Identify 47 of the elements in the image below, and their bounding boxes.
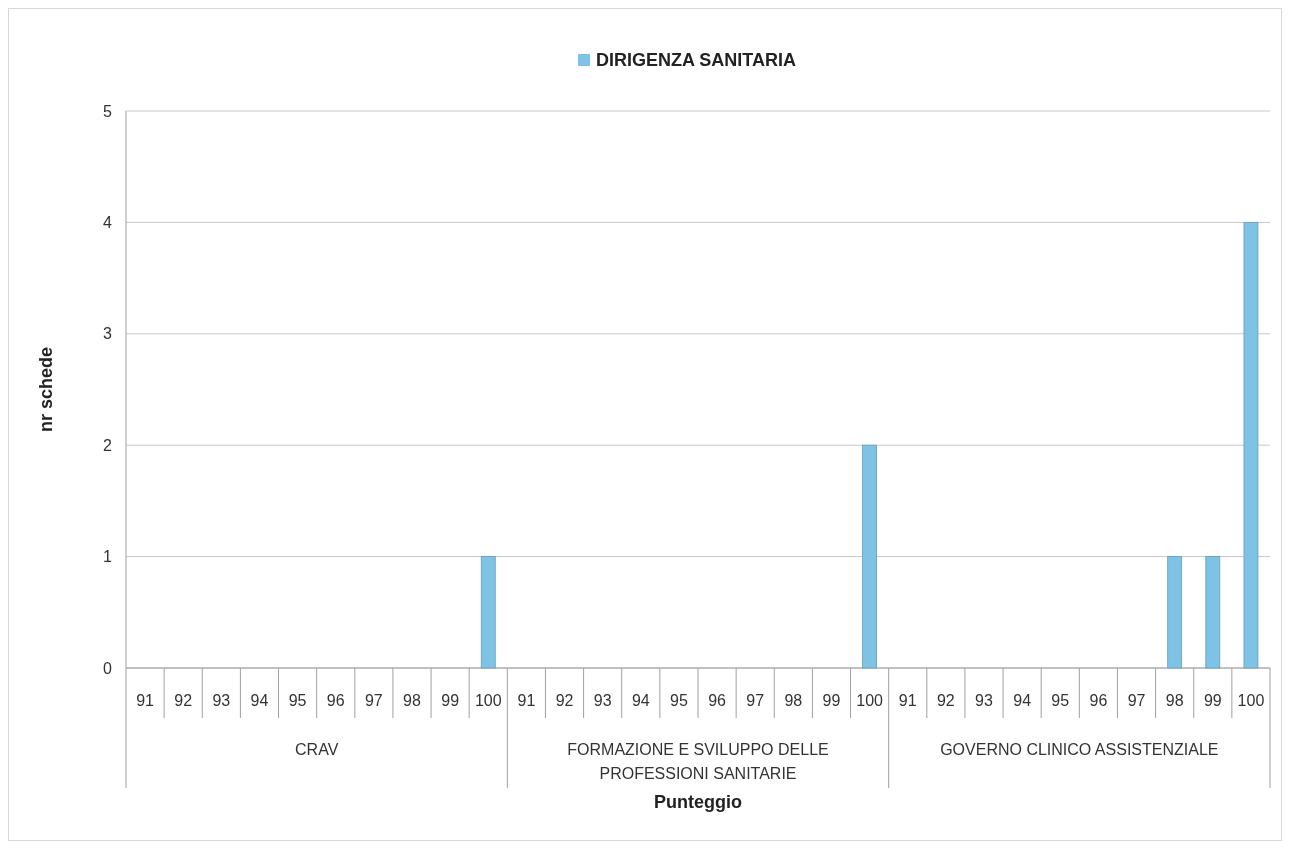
bar	[1243, 222, 1259, 669]
x-tick-label: 100	[474, 692, 502, 709]
x-tick-label: 100	[856, 692, 884, 709]
y-axis-title: nr schede	[36, 346, 56, 433]
x-tick-label: 98	[403, 692, 421, 709]
x-tick-label: 97	[364, 692, 383, 709]
y-tick-label: 0	[103, 659, 113, 677]
bar	[1167, 556, 1183, 669]
x-tick-label: 99	[822, 692, 841, 709]
x-tick-label: 94	[1013, 692, 1032, 709]
x-tick-label: 91	[517, 692, 536, 709]
y-tick-label: 4	[103, 214, 113, 231]
text: CRAV	[295, 741, 339, 758]
y-tick-label: 5	[103, 102, 113, 120]
legend-label: DIRIGENZA SANITARIA	[596, 50, 796, 71]
x-tick-label: 95	[288, 692, 307, 709]
y-tick-label: 3	[103, 325, 113, 343]
x-tick-label: 96	[1089, 692, 1108, 709]
x-tick-label: 92	[174, 692, 193, 709]
x-tick-label: 92	[555, 692, 574, 709]
x-tick-label: 94	[250, 692, 269, 709]
x-axis-title: Punteggio	[654, 792, 742, 812]
x-tick-label: 93	[593, 692, 612, 709]
text: GOVERNO CLINICO ASSISTENZIALE	[940, 741, 1219, 758]
y-tick-label: 2	[103, 436, 113, 454]
x-tick-label: 91	[898, 692, 917, 709]
x-tick-label: 95	[1051, 692, 1070, 709]
x-tick-label: 96	[708, 692, 727, 709]
y-tick-label: 1	[103, 548, 113, 566]
x-tick-label: 93	[975, 692, 993, 709]
x-tick-label: 91	[136, 692, 155, 709]
bar	[480, 556, 496, 669]
x-tick-label: 94	[631, 692, 650, 709]
x-tick-label: 95	[670, 692, 688, 709]
bar	[1205, 556, 1221, 669]
text: FORMAZIONE E SVILUPPO DELLE PROFESSIONI SANITARIE	[567, 741, 829, 782]
x-tick-label: 93	[212, 692, 231, 709]
x-tick-label: 98	[1165, 692, 1184, 709]
x-tick-label: 100	[1237, 692, 1265, 709]
x-tick-label: 97	[1127, 692, 1146, 709]
x-tick-label: 99	[1203, 692, 1222, 709]
x-tick-label: 98	[784, 692, 803, 709]
x-tick-label: 97	[746, 692, 765, 709]
bar	[862, 444, 877, 669]
x-tick-label: 92	[936, 692, 955, 709]
x-tick-label: 96	[326, 692, 345, 709]
x-tick-label: 99	[441, 692, 460, 709]
